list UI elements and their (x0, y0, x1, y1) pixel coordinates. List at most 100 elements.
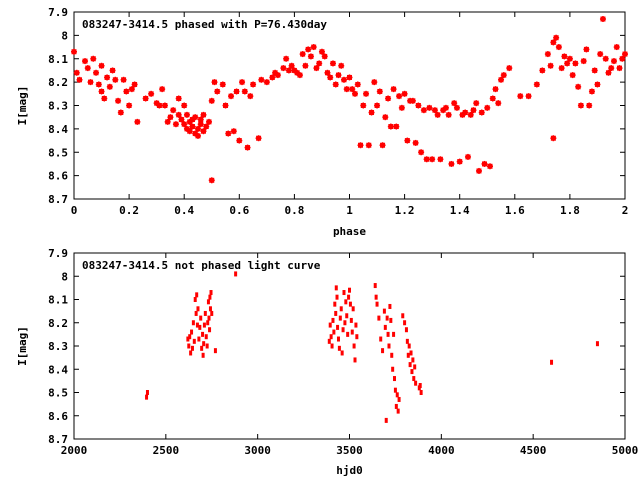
phased-data-point (553, 34, 560, 41)
phased-data-point (263, 79, 270, 86)
phased-data-point (602, 55, 609, 62)
phased-data-point (194, 125, 201, 132)
raw-data-point (390, 352, 394, 358)
raw-data-point (340, 350, 344, 356)
phased-data-point (610, 58, 617, 65)
phased-x-tick-label: 1.2 (395, 204, 415, 217)
phased-data-point (478, 109, 485, 116)
raw-data-point (197, 336, 201, 342)
phased-data-point (431, 107, 438, 114)
raw-data-point (394, 403, 398, 409)
phased-plot-title: 083247-3414.5 phased with P=76.430day (82, 18, 327, 31)
raw-data-point (385, 315, 389, 321)
phased-data-point (338, 62, 345, 69)
raw-data-point (206, 299, 210, 305)
phased-data-point (368, 109, 375, 116)
raw-x-tick-label: 2000 (61, 444, 88, 457)
phased-data-point (558, 65, 565, 72)
phased-data-point (453, 104, 460, 111)
phased-data-point (126, 102, 133, 109)
phased-data-point (90, 55, 97, 62)
phased-data-point (200, 111, 207, 118)
phased-data-point (379, 142, 386, 149)
raw-data-point (347, 294, 351, 300)
raw-data-point (406, 352, 410, 358)
raw-data-point (407, 343, 411, 349)
phased-data-point (120, 76, 127, 83)
phased-data-point (117, 109, 124, 116)
raw-data-point (202, 341, 206, 347)
raw-y-tick-label: 8.3 (48, 340, 68, 353)
raw-plot-points (145, 271, 599, 423)
raw-data-point (331, 317, 335, 323)
phased-data-point (112, 76, 119, 83)
raw-data-point (413, 364, 417, 370)
phased-data-point (197, 116, 204, 123)
raw-data-point (393, 387, 397, 393)
phased-data-point (539, 67, 546, 74)
raw-data-point (377, 315, 381, 321)
raw-data-point (330, 343, 334, 349)
phased-data-point (250, 81, 257, 88)
phased-data-point (98, 62, 105, 69)
raw-data-point (382, 308, 386, 314)
phased-data-point (437, 156, 444, 163)
phased-data-point (398, 104, 405, 111)
phased-data-point (426, 104, 433, 111)
raw-data-point (332, 329, 336, 335)
raw-data-point (328, 322, 332, 328)
raw-data-point (190, 329, 194, 335)
phased-data-point (288, 62, 295, 69)
raw-data-point (339, 306, 343, 312)
phased-data-point (73, 69, 80, 76)
phased-x-tick-label: 0.4 (174, 204, 194, 217)
phased-data-point (387, 123, 394, 130)
phased-data-point (473, 100, 480, 107)
raw-y-tick-label: 8.4 (48, 363, 68, 376)
raw-data-point (419, 390, 423, 395)
phased-data-point (423, 156, 430, 163)
raw-data-point (351, 306, 355, 312)
phased-data-point (299, 51, 306, 58)
raw-data-point (195, 292, 199, 298)
phased-data-point (134, 118, 141, 125)
raw-data-point (199, 315, 203, 321)
phased-data-point (183, 111, 190, 118)
phased-plot-x-axis-label: phase (333, 225, 366, 238)
phased-data-point (544, 51, 551, 58)
phased-x-tick-label: 0.2 (119, 204, 139, 217)
phased-data-point (616, 65, 623, 72)
raw-data-point (335, 294, 339, 300)
phased-data-point (374, 102, 381, 109)
phased-data-point (346, 74, 353, 81)
phased-y-tick-label: 8.2 (48, 76, 68, 89)
raw-data-point (379, 336, 383, 342)
raw-data-point (210, 310, 214, 316)
raw-x-tick-label: 5000 (612, 444, 639, 457)
phased-data-point (349, 86, 356, 93)
phased-data-point (467, 111, 474, 118)
phased-data-point (302, 62, 309, 69)
phased-x-tick-label: 0 (71, 204, 78, 217)
phased-data-point (178, 116, 185, 123)
phased-data-point (420, 107, 427, 114)
phased-data-point (283, 55, 290, 62)
raw-data-point (348, 301, 352, 307)
phased-data-point (332, 81, 339, 88)
phased-data-point (464, 153, 471, 160)
raw-x-tick-label: 3500 (336, 444, 363, 457)
raw-data-point (145, 394, 149, 400)
raw-data-point (202, 322, 206, 328)
phased-light-curve-plot: 0 0.2 0.4 0.6 0.8 1 1.2 1.4 1.6 1.8 2 7.9 8 8.1 8.2 8.3… (16, 6, 628, 238)
raw-data-point (395, 392, 399, 398)
raw-data-point (384, 417, 388, 423)
raw-data-point (410, 369, 414, 375)
raw-data-point (333, 301, 337, 307)
raw-data-point (346, 331, 350, 337)
phased-data-point (203, 123, 210, 130)
phased-data-point (393, 123, 400, 130)
raw-data-point (353, 357, 357, 363)
raw-data-point (193, 297, 197, 302)
phased-data-point (487, 163, 494, 170)
phased-data-point (352, 90, 359, 97)
